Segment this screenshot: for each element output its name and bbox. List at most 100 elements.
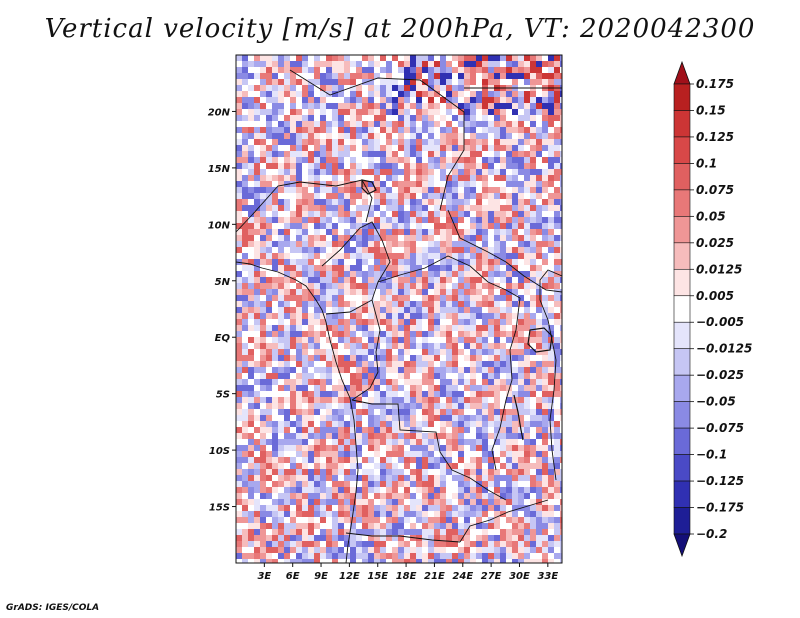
field-cell: [530, 247, 537, 254]
field-cell: [446, 79, 453, 86]
field-cell: [518, 145, 525, 152]
field-cell: [506, 127, 513, 134]
field-cell: [524, 79, 531, 86]
field-cell: [506, 331, 513, 338]
field-cell: [554, 79, 561, 86]
field-cell: [518, 457, 525, 464]
field-cell: [272, 559, 279, 563]
field-cell: [338, 487, 345, 494]
field-cell: [398, 61, 405, 68]
field-cell: [506, 337, 513, 344]
field-cell: [338, 325, 345, 332]
field-cell: [410, 391, 417, 398]
field-cell: [446, 553, 453, 560]
field-cell: [302, 541, 309, 548]
field-cell: [326, 241, 333, 248]
field-cell: [452, 79, 459, 86]
field-cell: [272, 337, 279, 344]
field-cell: [242, 79, 249, 86]
field-cell: [386, 187, 393, 194]
field-cell: [440, 313, 447, 320]
field-cell: [446, 229, 453, 236]
field-cell: [536, 253, 543, 260]
field-cell: [392, 265, 399, 272]
field-cell: [290, 367, 297, 374]
field-cell: [374, 337, 381, 344]
field-cell: [320, 127, 327, 134]
field-cell: [416, 523, 423, 530]
field-cell: [302, 409, 309, 416]
field-cell: [314, 241, 321, 248]
field-cell: [554, 109, 561, 116]
field-cell: [308, 67, 315, 74]
field-cell: [296, 535, 303, 542]
field-cell: [272, 349, 279, 356]
field-cell: [494, 115, 501, 122]
field-cell: [374, 103, 381, 110]
field-cell: [284, 259, 291, 266]
field-cell: [548, 415, 555, 422]
field-cell: [506, 265, 513, 272]
field-cell: [266, 451, 273, 458]
field-cell: [260, 451, 267, 458]
field-cell: [350, 223, 357, 230]
field-cell: [380, 253, 387, 260]
field-cell: [392, 367, 399, 374]
field-cell: [350, 103, 357, 110]
field-cell: [314, 277, 321, 284]
field-cell: [338, 523, 345, 530]
field-cell: [380, 379, 387, 386]
field-cell: [260, 283, 267, 290]
field-cell: [548, 217, 555, 224]
field-cell: [392, 385, 399, 392]
field-cell: [266, 481, 273, 488]
field-cell: [290, 157, 297, 164]
field-cell: [398, 445, 405, 452]
field-cell: [470, 397, 477, 404]
field-cell: [368, 67, 375, 74]
field-cell: [458, 415, 465, 422]
field-cell: [500, 343, 507, 350]
field-cell: [542, 301, 549, 308]
field-cell: [308, 169, 315, 176]
field-cell: [278, 79, 285, 86]
field-cell: [314, 289, 321, 296]
field-cell: [296, 403, 303, 410]
field-cell: [332, 199, 339, 206]
field-cell: [296, 217, 303, 224]
field-cell: [344, 511, 351, 518]
field-cell: [344, 325, 351, 332]
field-cell: [368, 175, 375, 182]
field-cell: [284, 391, 291, 398]
field-cell: [434, 385, 441, 392]
colorbar-label: −0.2: [696, 527, 727, 541]
field-cell: [482, 313, 489, 320]
field-cell: [554, 199, 561, 206]
field-cell: [368, 337, 375, 344]
field-cell: [338, 235, 345, 242]
field-cell: [506, 199, 513, 206]
field-cell: [404, 61, 411, 68]
field-cell: [518, 175, 525, 182]
field-cell: [338, 403, 345, 410]
field-cell: [290, 169, 297, 176]
field-cell: [314, 253, 321, 260]
field-cell: [536, 91, 543, 98]
field-cell: [536, 469, 543, 476]
field-cell: [560, 139, 562, 146]
field-cell: [488, 283, 495, 290]
field-cell: [296, 97, 303, 104]
field-cell: [266, 259, 273, 266]
field-cell: [398, 193, 405, 200]
field-cell: [470, 265, 477, 272]
field-cell: [368, 229, 375, 236]
field-cell: [542, 151, 549, 158]
field-cell: [416, 253, 423, 260]
field-cell: [404, 343, 411, 350]
field-cell: [434, 349, 441, 356]
field-cell: [500, 547, 507, 554]
field-cell: [536, 475, 543, 482]
field-cell: [302, 331, 309, 338]
field-cell: [446, 535, 453, 542]
field-cell: [278, 139, 285, 146]
